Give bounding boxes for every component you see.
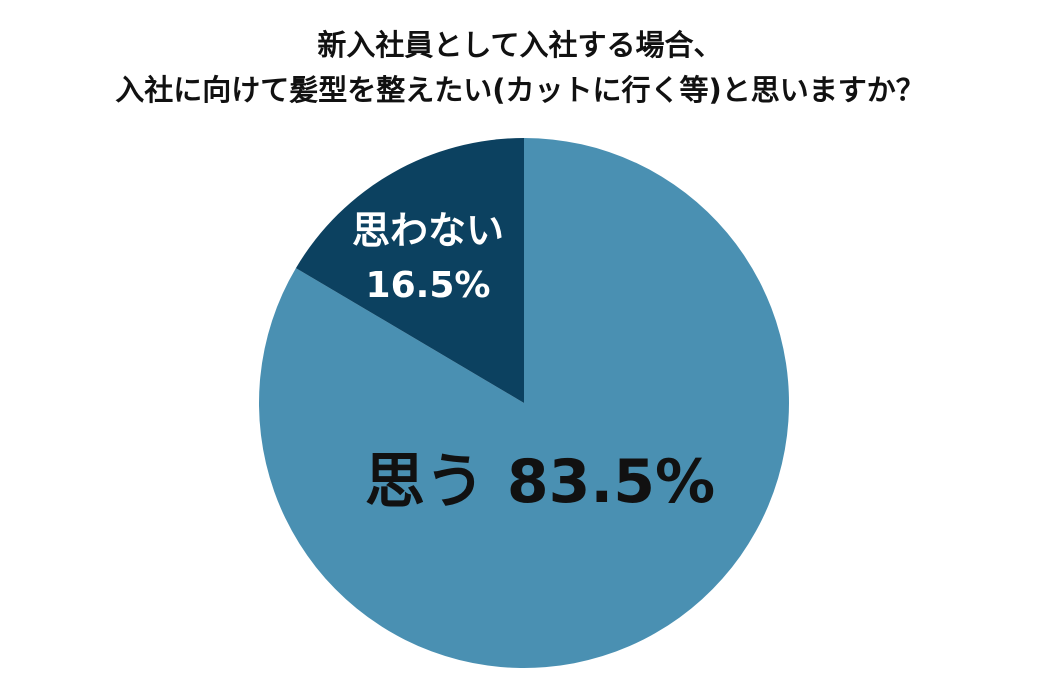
value-label: 16.5% xyxy=(366,265,491,306)
slice-label: 思う 83.5% xyxy=(365,447,715,517)
value-label: 83.5% xyxy=(507,447,715,517)
category-label: 思わない xyxy=(352,209,504,253)
category-label: 思う xyxy=(365,447,485,517)
pie-slice xyxy=(295,138,524,403)
chart-title: 新入社員として入社する場合、 xyxy=(317,28,722,62)
chart-title: 入社に向けて髪型を整えたい(カットに行く等)と思いますか？ xyxy=(115,73,925,107)
